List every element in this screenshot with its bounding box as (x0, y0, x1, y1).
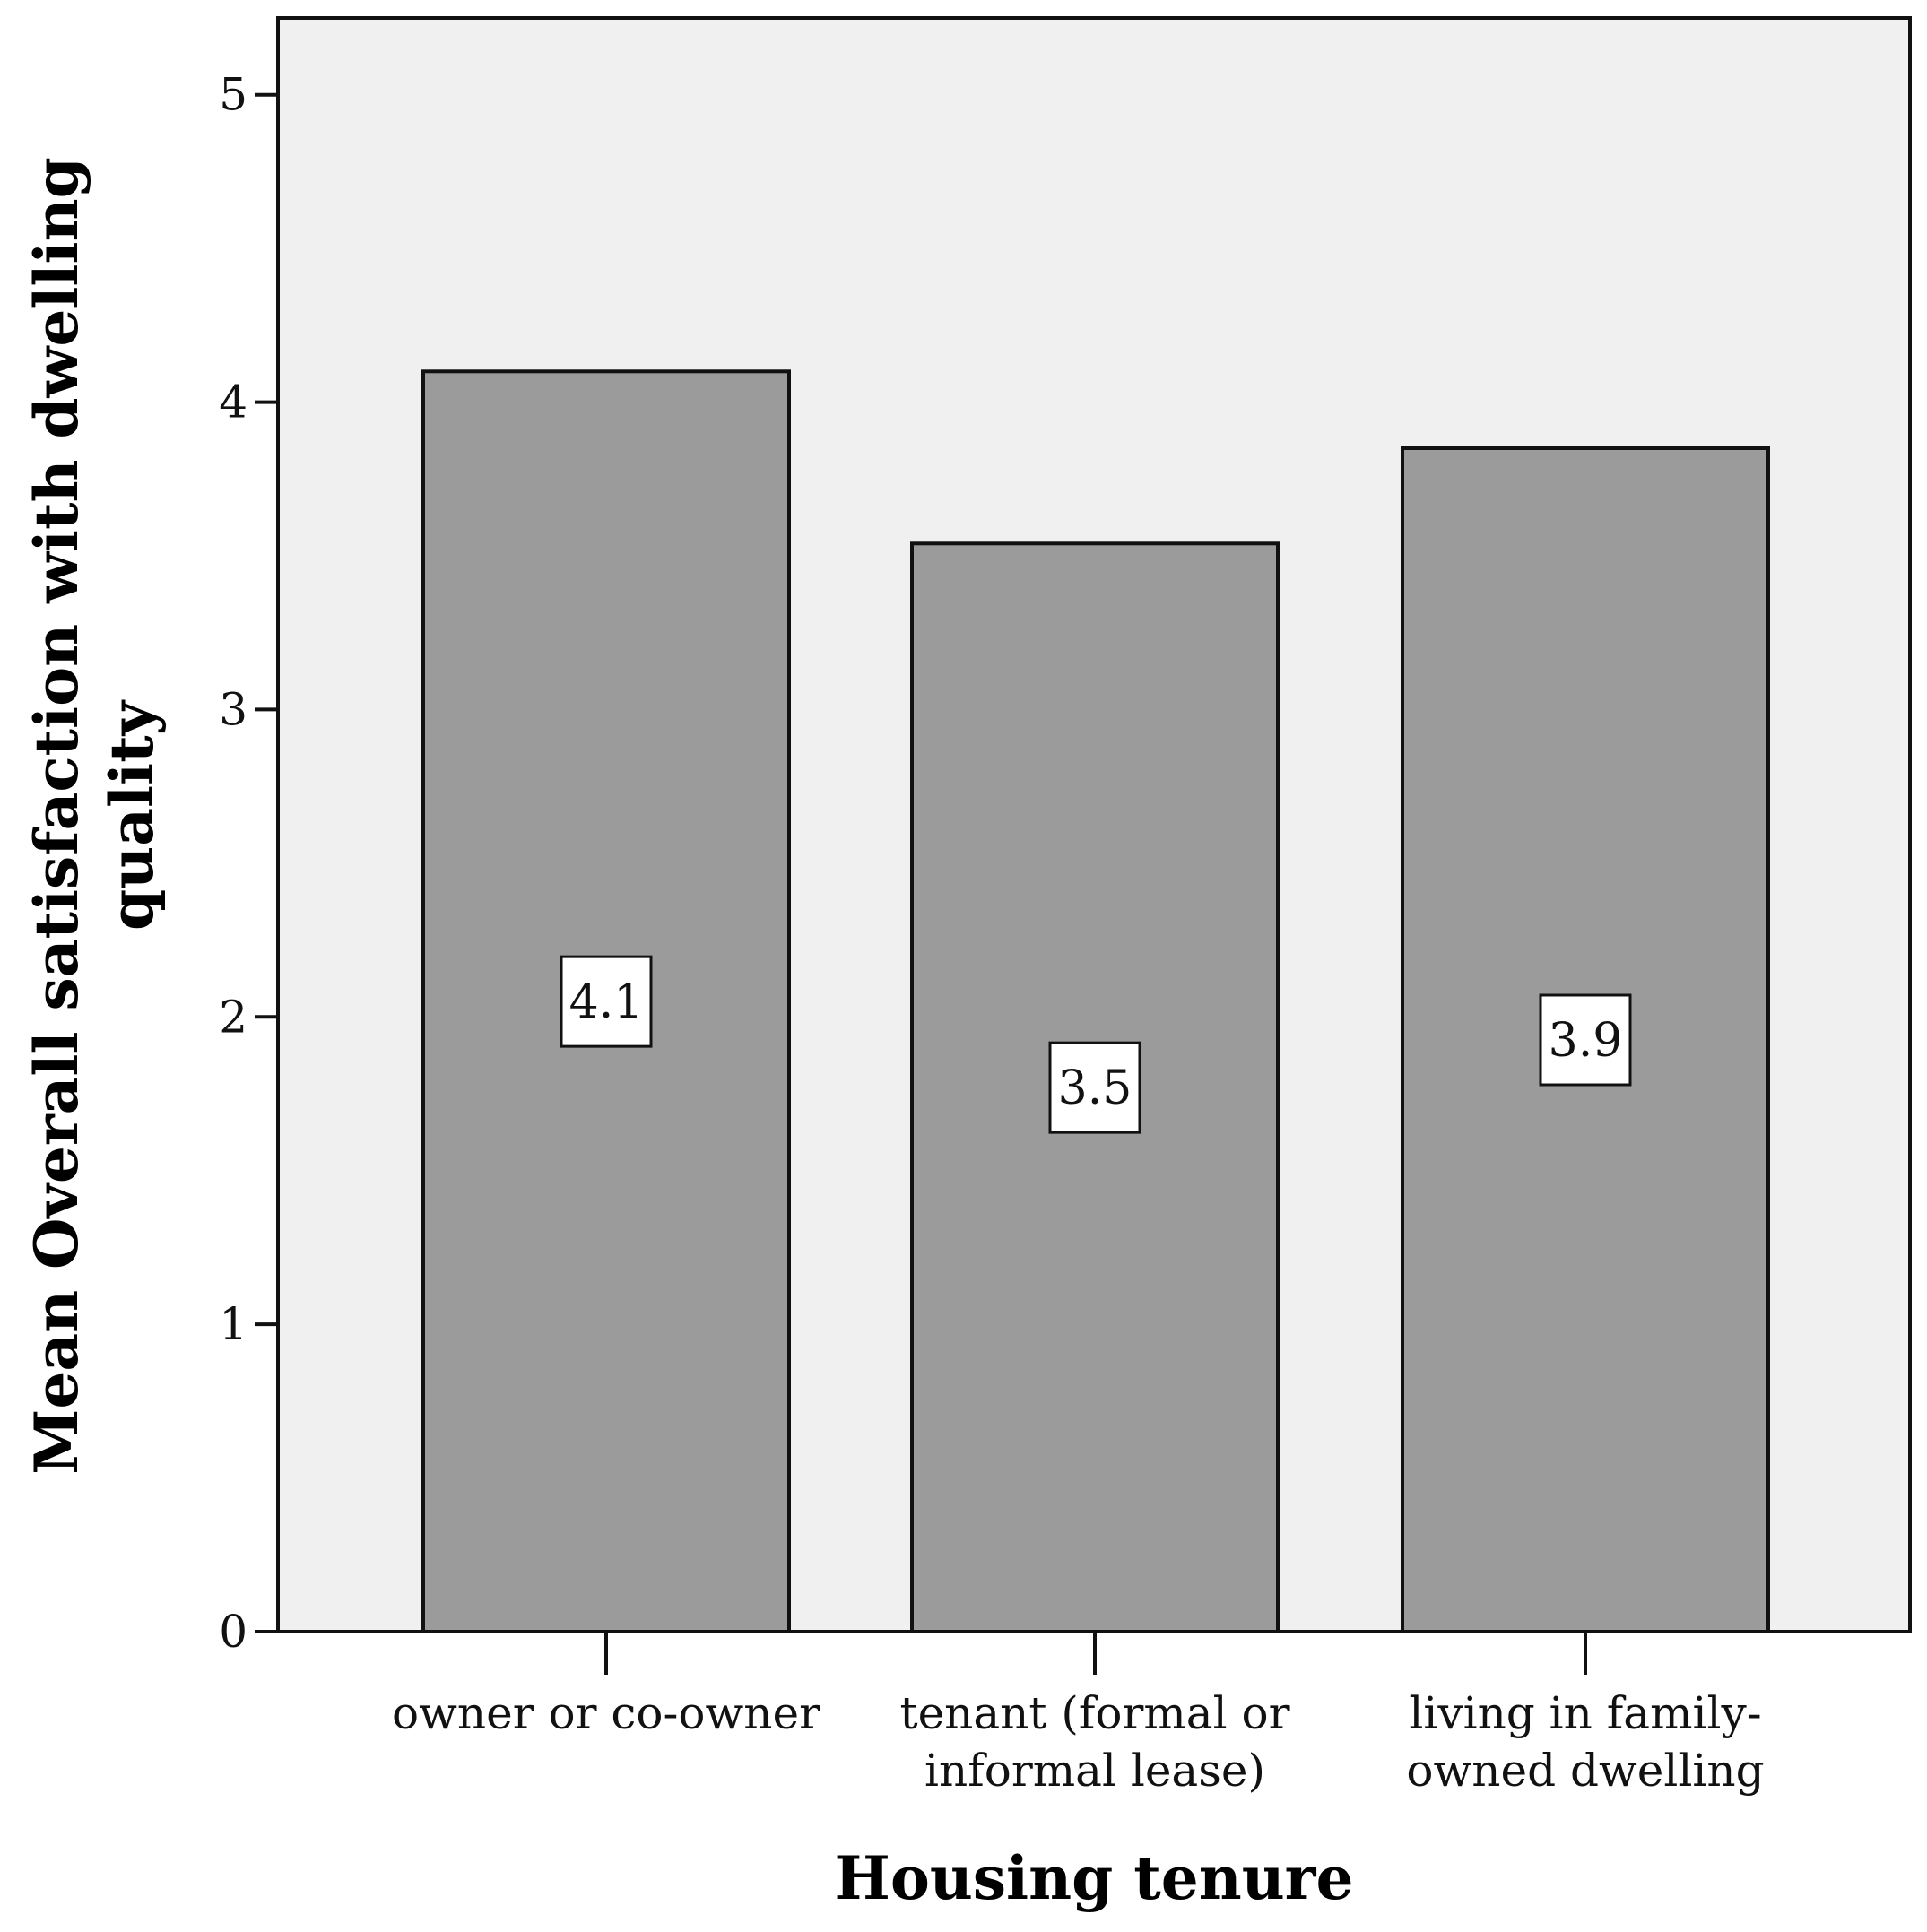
x-tick-label-line: living in family- (1409, 1687, 1761, 1739)
bars-group: 4.1 3.5 3.9 (421, 369, 1770, 1633)
y-axis-title-line: Mean Overall satisfaction with dwelling (22, 157, 91, 1474)
data-label-box (1048, 1041, 1141, 1134)
y-tick-label: 3 (219, 683, 247, 735)
x-axis: owner or co-owner tenant (formal or inform… (392, 1632, 1765, 1797)
y-axis-title-line: quality (97, 699, 167, 931)
x-tick-label: owner or co-owner (392, 1687, 820, 1739)
x-axis-title: Housing tenure (835, 1843, 1354, 1913)
y-tick-label: 4 (219, 377, 247, 429)
y-axis: 0 1 2 3 4 5 (219, 69, 278, 1658)
y-tick-label: 1 (219, 1298, 247, 1350)
y-tick-label: 0 (219, 1606, 247, 1658)
y-tick-label: 5 (219, 69, 247, 121)
x-tick-label: living in family-owned dwelling (1406, 1687, 1764, 1797)
data-label: 4.1 (569, 975, 644, 1029)
x-tick-label-line: informal lease) (924, 1745, 1265, 1797)
x-tick-label-line: owned dwelling (1406, 1745, 1764, 1797)
data-label: 3.5 (1058, 1061, 1133, 1115)
data-label: 3.9 (1549, 1014, 1623, 1068)
data-label-box (1539, 993, 1632, 1087)
x-tick-label: tenant (formal or informal lease) (899, 1687, 1289, 1797)
y-tick-label: 2 (219, 991, 247, 1043)
x-tick-label-line: owner or co-owner (392, 1687, 820, 1739)
x-tick-label-line: tenant (formal or (899, 1687, 1289, 1739)
data-label-box (560, 955, 653, 1048)
